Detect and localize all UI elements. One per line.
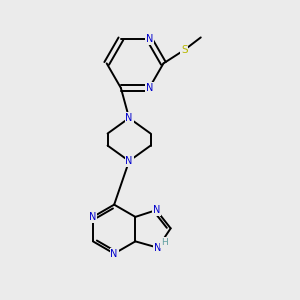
Text: N: N xyxy=(125,156,133,166)
Text: N: N xyxy=(110,249,118,259)
Text: H: H xyxy=(161,238,168,247)
Text: N: N xyxy=(89,212,97,222)
Text: S: S xyxy=(181,45,188,55)
Text: N: N xyxy=(125,113,133,123)
Text: N: N xyxy=(146,34,153,44)
Text: N: N xyxy=(153,205,160,215)
Text: N: N xyxy=(154,243,161,253)
Text: N: N xyxy=(146,83,153,93)
